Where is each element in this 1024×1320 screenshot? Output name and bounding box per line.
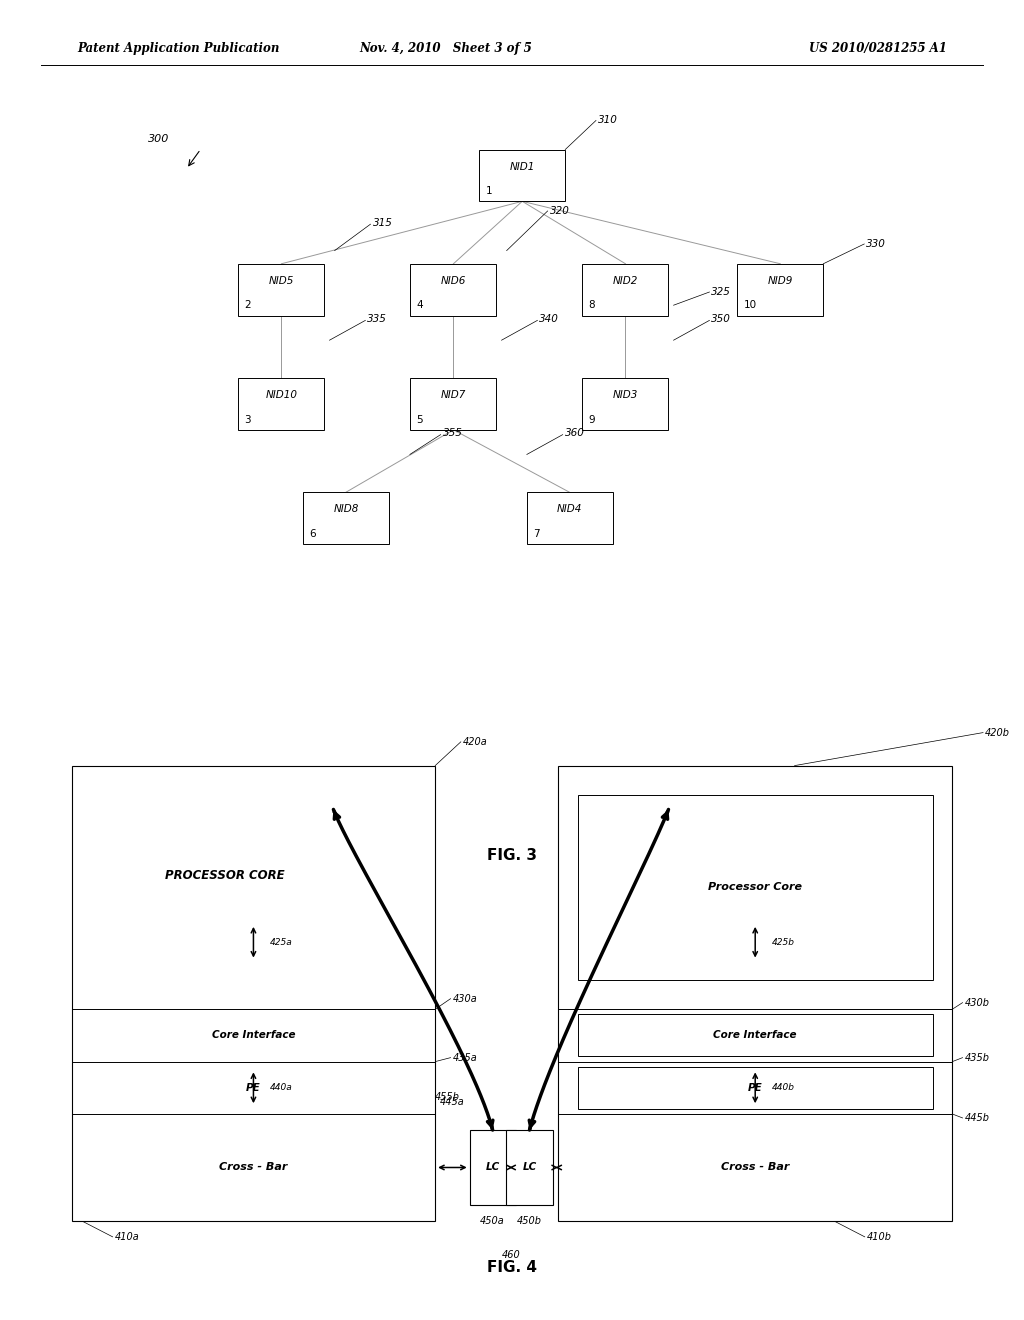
Text: 420b: 420b: [985, 727, 1010, 738]
Text: NID6: NID6: [440, 276, 466, 286]
Bar: [583, 264, 669, 315]
Bar: [411, 264, 497, 315]
Text: NID4: NID4: [557, 504, 583, 515]
Text: NID10: NID10: [265, 391, 297, 400]
Text: 330: 330: [866, 239, 886, 249]
Text: 7: 7: [532, 529, 540, 539]
Bar: [558, 766, 952, 1221]
Text: 410b: 410b: [866, 1232, 892, 1242]
Text: Cross - Bar: Cross - Bar: [721, 1163, 790, 1172]
Bar: [239, 264, 325, 315]
Text: 455a: 455a: [563, 1092, 588, 1102]
Text: 450b: 450b: [517, 1216, 542, 1225]
Text: NID5: NID5: [268, 276, 294, 286]
Text: FIG. 3: FIG. 3: [487, 847, 537, 863]
Text: 425b: 425b: [772, 937, 795, 946]
Bar: [507, 1130, 553, 1205]
Text: 435b: 435b: [965, 1052, 989, 1063]
Bar: [737, 264, 823, 315]
Text: 325: 325: [712, 286, 731, 297]
Text: 350: 350: [712, 314, 731, 325]
Text: US 2010/0281255 A1: US 2010/0281255 A1: [809, 42, 947, 54]
Bar: [526, 492, 612, 544]
Text: 440a: 440a: [270, 1084, 293, 1092]
Text: FIG. 4: FIG. 4: [487, 1259, 537, 1275]
Text: LC: LC: [485, 1163, 500, 1172]
Text: NID9: NID9: [768, 276, 793, 286]
Text: 435a: 435a: [453, 1052, 477, 1063]
Bar: [578, 1015, 933, 1056]
Text: 2: 2: [245, 300, 251, 310]
Bar: [578, 795, 933, 979]
Text: 430a: 430a: [453, 994, 477, 1003]
Text: 320: 320: [550, 206, 569, 216]
Text: 340: 340: [540, 314, 559, 325]
Text: 355: 355: [442, 428, 463, 438]
Text: 8: 8: [589, 300, 595, 310]
Text: NID3: NID3: [612, 391, 638, 400]
Text: PROCESSOR CORE: PROCESSOR CORE: [165, 869, 285, 882]
Text: Nov. 4, 2010   Sheet 3 of 5: Nov. 4, 2010 Sheet 3 of 5: [359, 42, 531, 54]
Bar: [479, 149, 565, 202]
Bar: [239, 378, 325, 430]
Text: Cross - Bar: Cross - Bar: [219, 1163, 288, 1172]
Text: 420a: 420a: [463, 737, 487, 747]
Text: 360: 360: [565, 428, 585, 438]
Text: NID1: NID1: [510, 161, 535, 172]
Text: NID8: NID8: [333, 504, 358, 515]
Bar: [470, 1130, 516, 1205]
Text: LC: LC: [522, 1163, 537, 1172]
Text: NID2: NID2: [612, 276, 638, 286]
Bar: [303, 492, 389, 544]
Text: 4: 4: [417, 300, 423, 310]
Text: NID7: NID7: [440, 391, 466, 400]
Text: PE: PE: [246, 1082, 261, 1093]
Text: Core Interface: Core Interface: [212, 1031, 295, 1040]
Text: 300: 300: [148, 133, 170, 144]
Text: 425a: 425a: [270, 937, 293, 946]
Bar: [72, 766, 435, 1221]
Bar: [411, 378, 497, 430]
Text: 10: 10: [743, 300, 757, 310]
Text: 5: 5: [417, 414, 423, 425]
Text: 315: 315: [373, 218, 392, 228]
Text: 9: 9: [589, 414, 595, 425]
Text: 335: 335: [368, 314, 387, 325]
Text: 410a: 410a: [115, 1232, 139, 1242]
Text: Processor Core: Processor Core: [709, 882, 802, 892]
Text: 445b: 445b: [965, 1113, 989, 1123]
Text: 430b: 430b: [965, 998, 989, 1007]
Bar: [583, 378, 669, 430]
Text: Patent Application Publication: Patent Application Publication: [77, 42, 280, 54]
Bar: [578, 1067, 933, 1109]
Text: 445a: 445a: [440, 1097, 465, 1107]
Text: Core Interface: Core Interface: [714, 1031, 797, 1040]
Text: 1: 1: [485, 186, 492, 197]
Text: 440b: 440b: [772, 1084, 795, 1092]
Text: 460: 460: [502, 1250, 520, 1261]
Text: 455b: 455b: [434, 1092, 460, 1102]
Text: 310: 310: [598, 115, 617, 125]
Text: 3: 3: [245, 414, 251, 425]
Text: 450a: 450a: [480, 1216, 505, 1225]
Text: 6: 6: [309, 529, 315, 539]
Text: PE: PE: [748, 1082, 763, 1093]
